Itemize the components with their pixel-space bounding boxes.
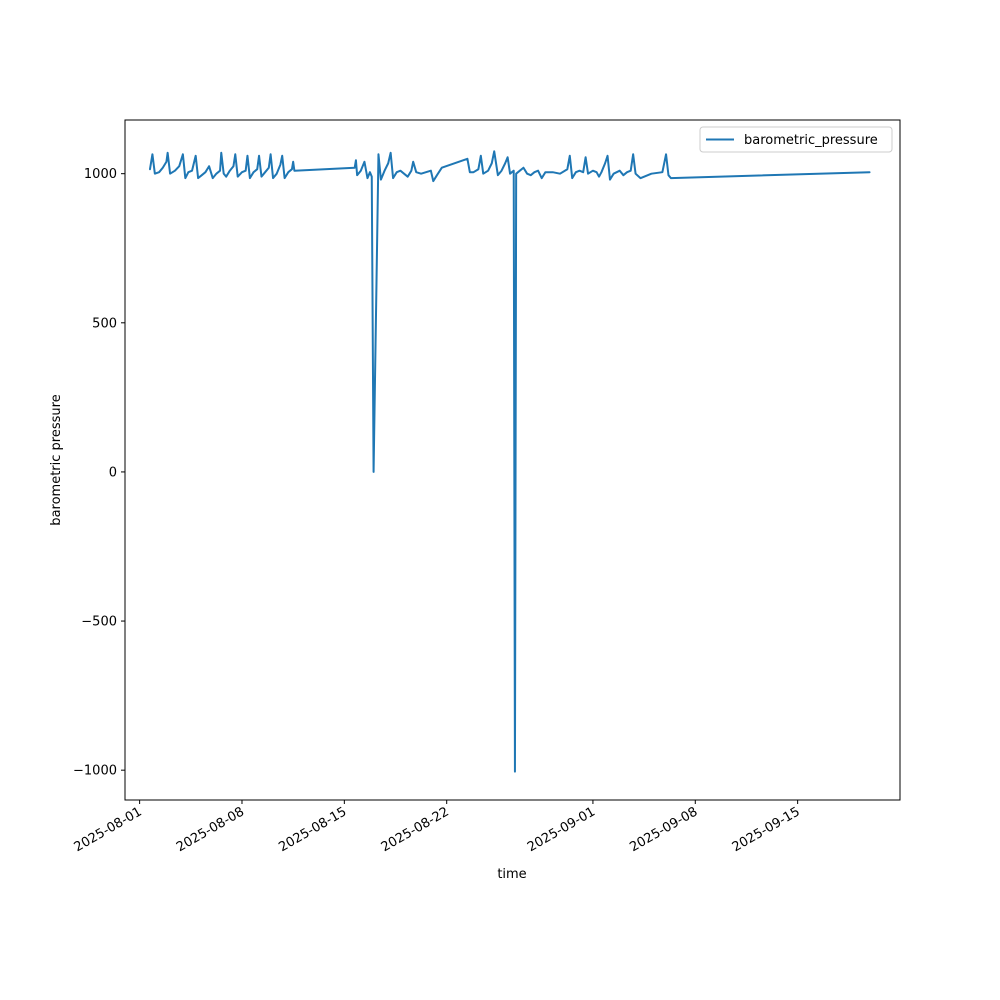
y-tick-label: −1000 — [73, 764, 117, 779]
y-tick-label: 1000 — [84, 167, 117, 182]
y-tick-label: 500 — [92, 316, 117, 331]
legend-entry-barometric-pressure: barometric_pressure — [744, 133, 878, 148]
legend: barometric_pressure — [699, 126, 893, 153]
plot-frame — [124, 119, 901, 801]
series-line-barometric-pressure — [148, 150, 871, 773]
y-axis: −1000 −500 0 500 1000 — [73, 167, 125, 779]
y-tick-label: −500 — [81, 615, 117, 630]
x-axis-label: time — [497, 867, 526, 882]
plot-area — [148, 150, 871, 773]
y-axis-label: barometric pressure — [49, 394, 64, 525]
legend-box — [699, 126, 893, 153]
y-tick-label: 0 — [109, 465, 117, 480]
